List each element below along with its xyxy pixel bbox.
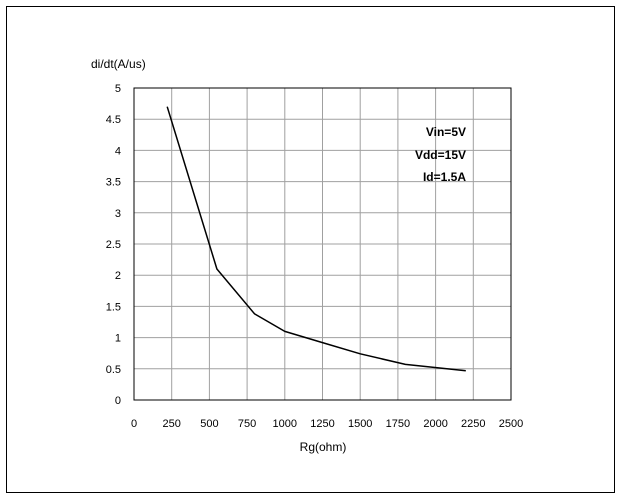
x-tick-label: 1750 [386,418,410,430]
x-tick-label: 1000 [273,418,297,430]
plot-area: 0 250 500 750 1000 1250 1500 1750 2000 2250 2500 0 0… [106,83,524,430]
y-axis-title: di/dt(A/us) [91,57,146,71]
x-tick-label: 2000 [423,418,447,430]
x-tick-label: 2250 [461,418,485,430]
y-tick-label: 3.5 [106,177,121,189]
series-line [166,106,466,372]
plot-border [133,87,512,401]
y-tick-label: 0 [115,395,121,407]
x-tick-label: 1250 [310,418,334,430]
x-tick-label: 500 [200,418,218,430]
y-tick-label: 5 [115,83,121,95]
annotation-vdd: Vdd=15V [415,148,466,162]
y-tick-label: 2 [115,270,121,282]
annotation-vin: Vin=5V [426,125,466,139]
x-tick-label: 1500 [348,418,372,430]
y-tick-label: 1.5 [106,301,121,313]
y-tick-label: 3 [115,208,121,220]
x-tick-label: 2500 [499,418,523,430]
y-tick-label: 4.5 [106,114,121,126]
x-tick-label: 250 [163,418,181,430]
y-tick-label: 4 [115,145,121,157]
x-tick-label: 750 [238,418,256,430]
x-axis-title: Rg(ohm) [300,440,347,454]
y-tick-label: 1 [115,333,121,345]
y-tick-label: 0.5 [106,364,121,376]
annotation-id: Id=1.5A [423,170,466,184]
x-tick-label: 0 [131,418,137,430]
y-tick-label: 2.5 [106,239,121,251]
